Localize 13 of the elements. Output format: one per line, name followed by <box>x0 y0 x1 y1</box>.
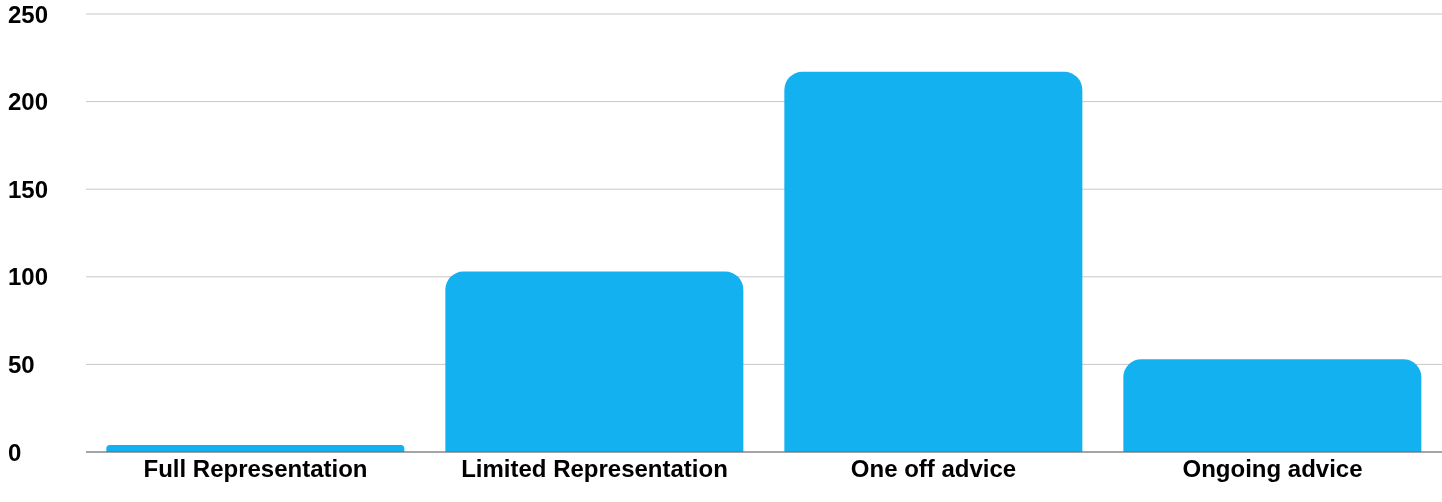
bar <box>1123 359 1422 452</box>
y-tick-label: 50 <box>8 350 35 378</box>
y-tick-label: 250 <box>8 0 49 28</box>
y-tick-label: 150 <box>8 175 49 203</box>
y-tick-label: 200 <box>8 88 49 116</box>
y-tick-label: 100 <box>8 263 49 291</box>
y-tick-label: 0 <box>8 438 22 466</box>
bar <box>445 271 744 452</box>
x-tick-label: Ongoing advice <box>1182 455 1363 483</box>
x-tick-label: Full Representation <box>143 455 368 483</box>
x-tick-label: One off advice <box>850 455 1017 483</box>
x-tick-label: Limited Representation <box>461 455 728 483</box>
bar <box>784 71 1083 452</box>
